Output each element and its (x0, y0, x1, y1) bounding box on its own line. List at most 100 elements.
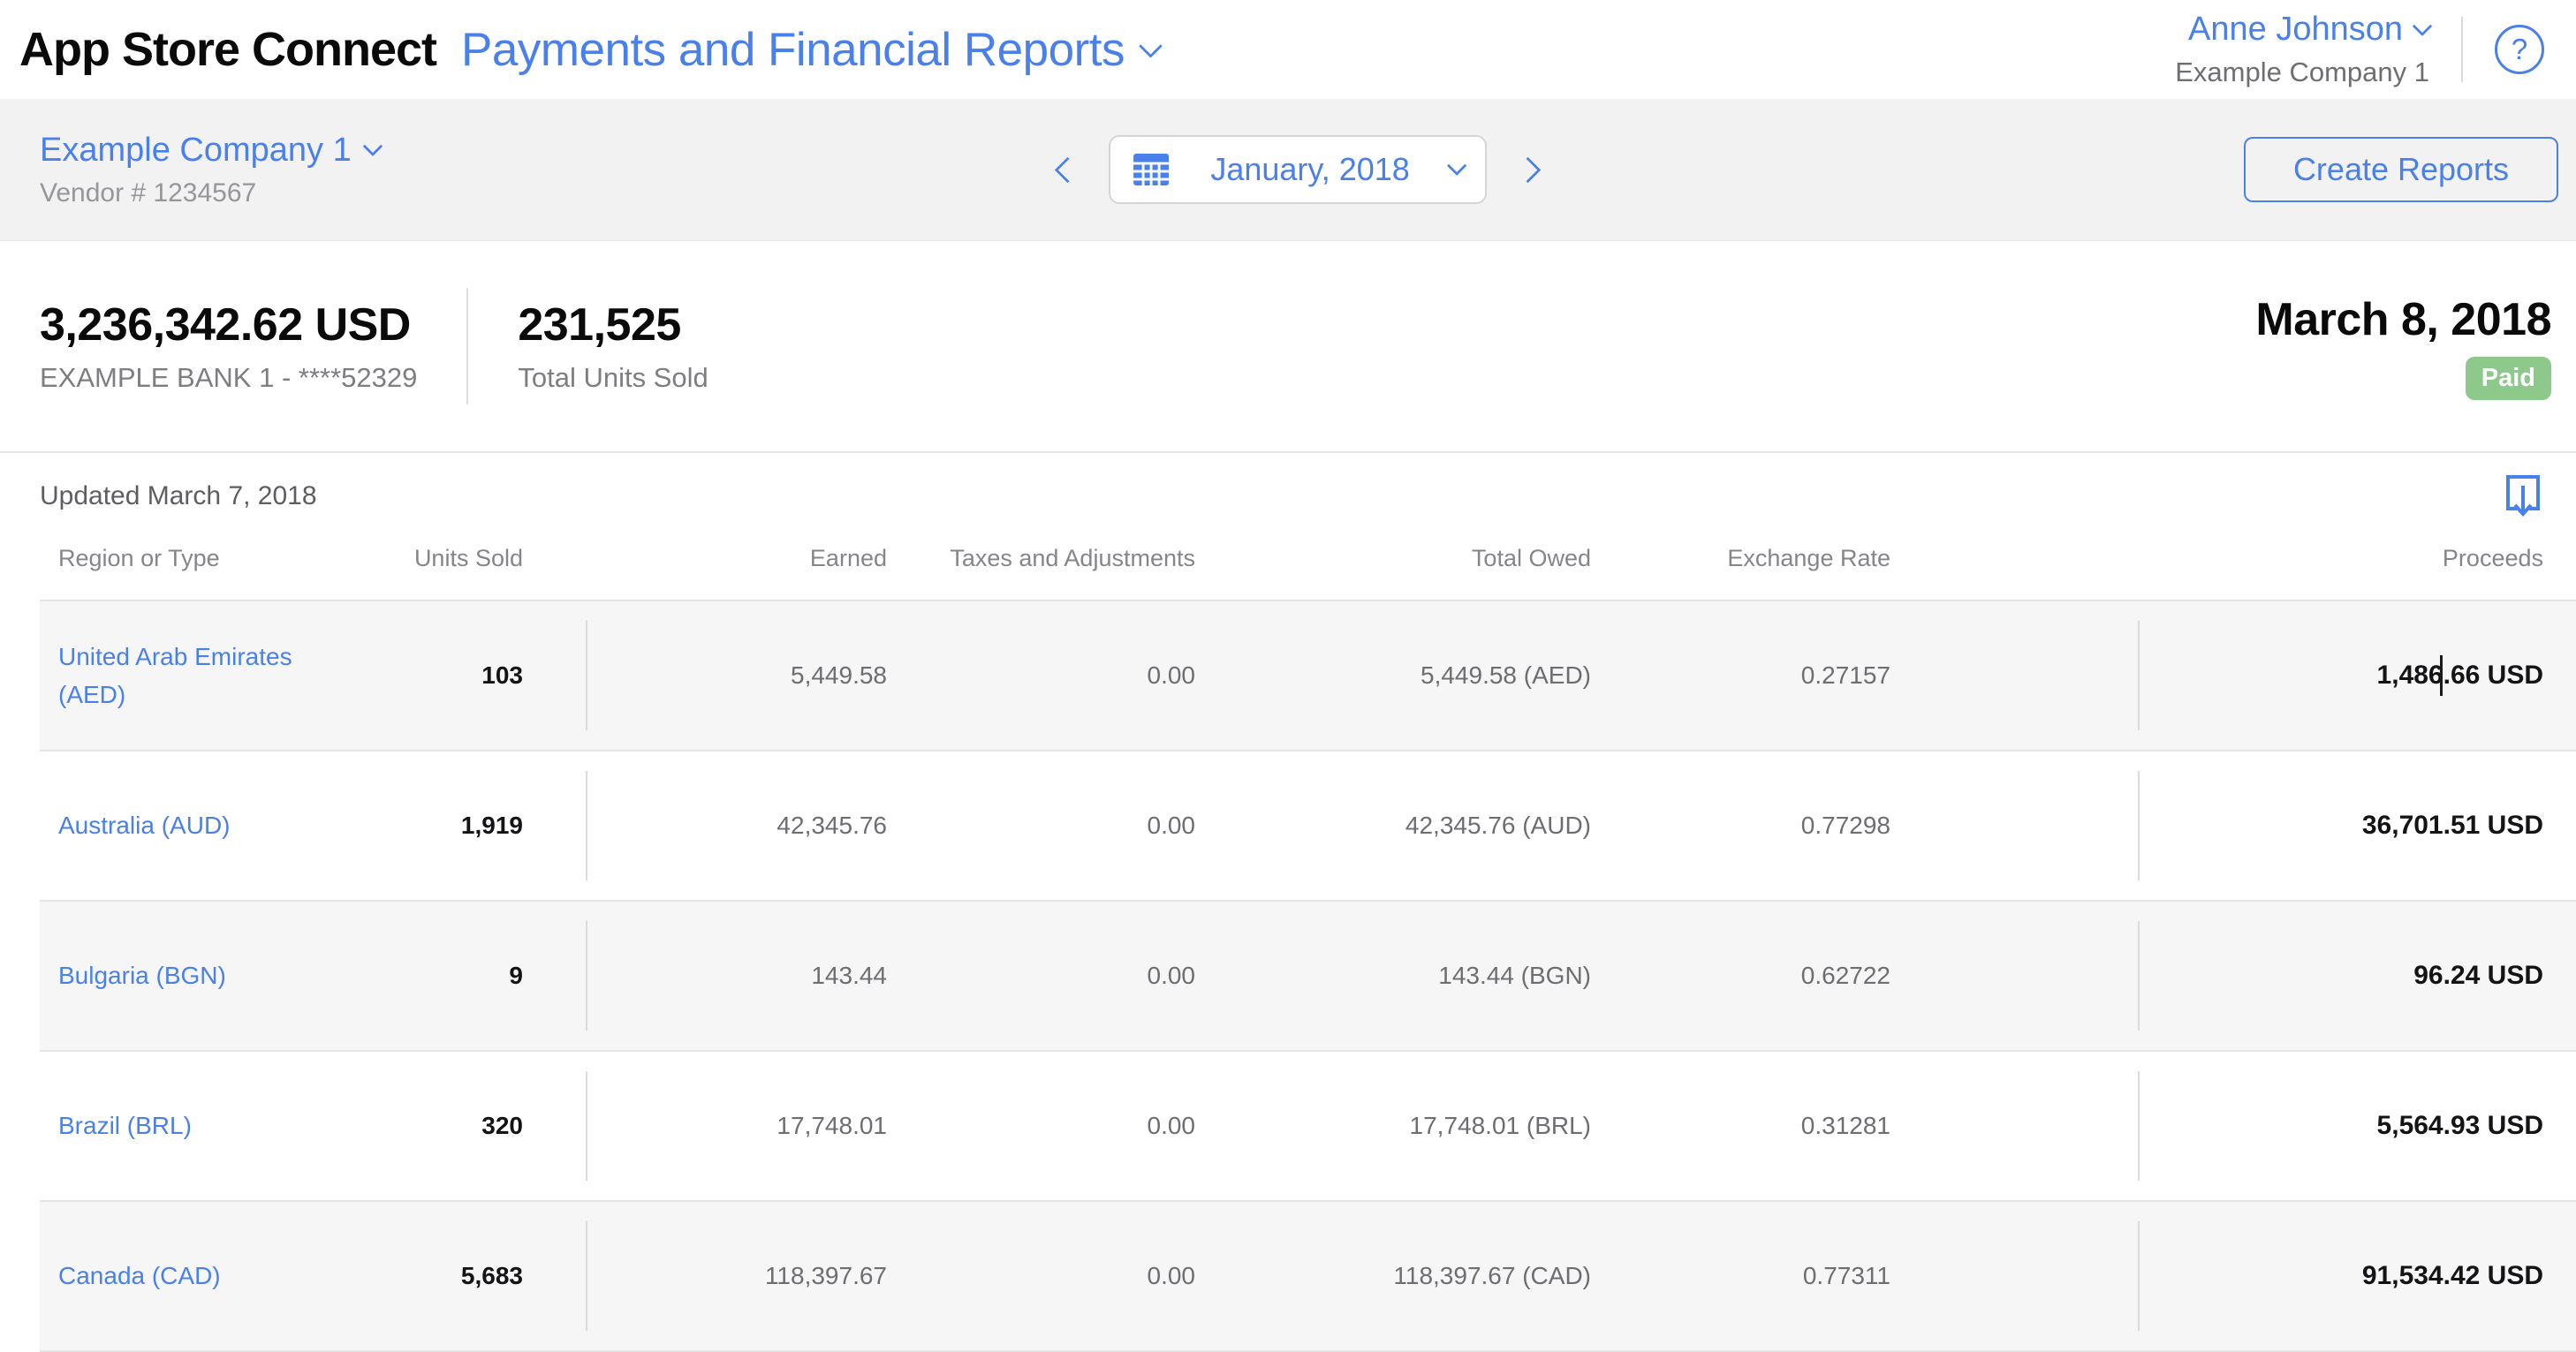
text-caret (2440, 655, 2443, 696)
cell-proceeds: 36,701.51 USD (1890, 751, 2576, 901)
cell-text: 0.00 (1147, 812, 1196, 839)
cell-text: 0.00 (1147, 661, 1196, 689)
cell-text: 0.00 (1147, 962, 1196, 989)
cell-text: 0.77298 (1800, 812, 1890, 839)
chevron-down-icon (362, 136, 383, 157)
column-header: Earned (809, 544, 887, 571)
column-header: Exchange Rate (1727, 544, 1890, 571)
bank-account: EXAMPLE BANK 1 - ****52329 (40, 362, 418, 393)
cell-text: 320 (481, 1112, 523, 1139)
report-table-body: United Arab Emirates (AED) 103 5,449.58 0.0… (40, 600, 2576, 1352)
cell-text: 143.44 (811, 962, 887, 989)
cell-proceeds: 1,486.66 USD (1890, 600, 2576, 752)
section-title: Payments and Financial Reports (461, 23, 1125, 76)
total-units-sold: 231,525 (518, 299, 681, 351)
column-divider (586, 771, 587, 880)
create-reports-button[interactable]: Create Reports (2244, 137, 2558, 202)
vendor-number: Vendor # 1234567 (40, 177, 257, 208)
cell-total_owed: 143.44 (BGN) (1195, 900, 1591, 1052)
cell-earned: 143.44 (523, 900, 887, 1052)
table-row: Canada (CAD) 5,683 118,397.67 0.00 118,397.6… (40, 1200, 2576, 1352)
cell-taxes: 0.00 (887, 751, 1196, 901)
previous-month-button[interactable] (1053, 155, 1082, 185)
cell-text: 36,701.51 USD (2361, 811, 2543, 840)
cell-region: Canada (CAD) (40, 1200, 411, 1352)
cell-text: 5,683 (460, 1262, 523, 1289)
cell-text: 143.44 (BGN) (1438, 962, 1591, 989)
cell-text: 96.24 USD (2413, 961, 2543, 990)
region-link[interactable]: Australia (AUD) (58, 812, 231, 840)
cell-text: 103 (481, 661, 523, 689)
cell-text: 0.77311 (1802, 1262, 1890, 1289)
cell-region: Brazil (BRL) (40, 1051, 411, 1201)
table-row: Brazil (BRL) 320 17,748.01 0.00 17,748.01 (B… (40, 1051, 2576, 1201)
cell-region: Australia (AUD) (40, 751, 411, 901)
cell-taxes: 0.00 (887, 1200, 1195, 1352)
next-month-button[interactable] (1513, 155, 1542, 185)
column-header-row: Region or Type Units Sold Earned Taxes and … (40, 517, 2576, 600)
cell-taxes: 0.00 (887, 600, 1196, 752)
column-header: Units Sold (413, 544, 523, 571)
payment-amount-block: 3,236,342.62 USD EXAMPLE BANK 1 - ****52… (40, 298, 417, 394)
column-divider (2138, 1071, 2140, 1181)
summary-divider (466, 288, 469, 404)
month-picker[interactable]: January, 2018 (1109, 135, 1488, 204)
cell-earned: 42,345.76 (523, 751, 887, 901)
cell-units_sold: 103 (411, 600, 587, 752)
cell-text: 118,397.67 (764, 1262, 887, 1289)
region-link[interactable]: Bulgaria (BGN) (58, 962, 226, 990)
calendar-icon (1132, 152, 1171, 187)
column-header: Proceeds (2442, 544, 2543, 571)
cell-proceeds: 96.24 USD (1890, 900, 2576, 1052)
report-table-head: Region or Type Units Sold Earned Taxes and … (40, 517, 2576, 600)
app-title: App Store Connect (19, 23, 437, 76)
cell-earned: 118,397.67 (523, 1200, 887, 1352)
cell-exchange_rate: 0.31281 (1591, 1051, 1890, 1201)
toolbar: Example Company 1 Vendor # 1234567 (0, 99, 2576, 241)
column-divider (586, 1071, 587, 1181)
period-navigation: January, 2018 (1053, 135, 1542, 204)
column-divider (2138, 1221, 2140, 1331)
chevron-right-icon (1514, 156, 1542, 183)
payment-date: March 8, 2018 (2255, 293, 2551, 345)
cell-units_sold: 320 (411, 1051, 587, 1201)
chevron-down-icon (1139, 34, 1163, 58)
column-divider (2138, 921, 2140, 1031)
user-company: Example Company 1 (2175, 57, 2429, 87)
region-link[interactable]: Canada (CAD) (58, 1262, 221, 1290)
cell-text: 0.62722 (1800, 962, 1890, 989)
company-block: Example Company 1 Vendor # 1234567 (40, 132, 383, 208)
cell-text: 17,748.01 (BRL) (1409, 1112, 1591, 1139)
region-link[interactable]: United Arab Emirates (AED) (58, 642, 292, 708)
updated-label: Updated March 7, 2018 (40, 481, 317, 510)
table-row: Bulgaria (BGN) 9 143.44 0.00 143.44 (BGN) 0.6… (40, 900, 2576, 1052)
cell-taxes: 0.00 (887, 900, 1196, 1052)
help-glyph: ? (2511, 33, 2528, 65)
section-title-dropdown[interactable]: Payments and Financial Reports (461, 23, 1163, 77)
download-icon (2503, 472, 2543, 521)
company-dropdown[interactable]: Example Company 1 (40, 132, 383, 170)
column-divider (2138, 621, 2140, 730)
cell-text: 0.27157 (1800, 661, 1890, 689)
cell-text: 9 (509, 962, 523, 989)
cell-text: 0.00 (1147, 1112, 1196, 1139)
download-report-button[interactable] (2503, 472, 2543, 521)
user-menu[interactable]: Anne Johnson Example Company 1 (2175, 11, 2433, 88)
user-name: Anne Johnson (2188, 11, 2403, 48)
chevron-down-icon (2412, 15, 2433, 36)
region-link[interactable]: Brazil (BRL) (58, 1112, 192, 1140)
cell-earned: 17,748.01 (523, 1051, 887, 1201)
cell-total_owed: 118,397.67 (CAD) (1195, 1200, 1591, 1352)
selected-month: January, 2018 (1210, 151, 1410, 187)
cell-region: United Arab Emirates (AED) (40, 600, 411, 752)
status-badge: Paid (2465, 356, 2551, 400)
help-icon[interactable]: ? (2495, 25, 2544, 74)
cell-text: 17,748.01 (777, 1112, 887, 1139)
cell-region: Bulgaria (BGN) (40, 900, 411, 1052)
cell-exchange_rate: 0.27157 (1591, 600, 1890, 752)
cell-text: 5,449.58 (AED) (1421, 661, 1591, 689)
units-sold-block: 231,525 Total Units Sold (518, 298, 708, 394)
cell-text: 1,919 (460, 812, 523, 839)
column-header: Taxes and Adjustments (950, 544, 1195, 571)
cell-text: 42,345.76 (777, 812, 887, 839)
